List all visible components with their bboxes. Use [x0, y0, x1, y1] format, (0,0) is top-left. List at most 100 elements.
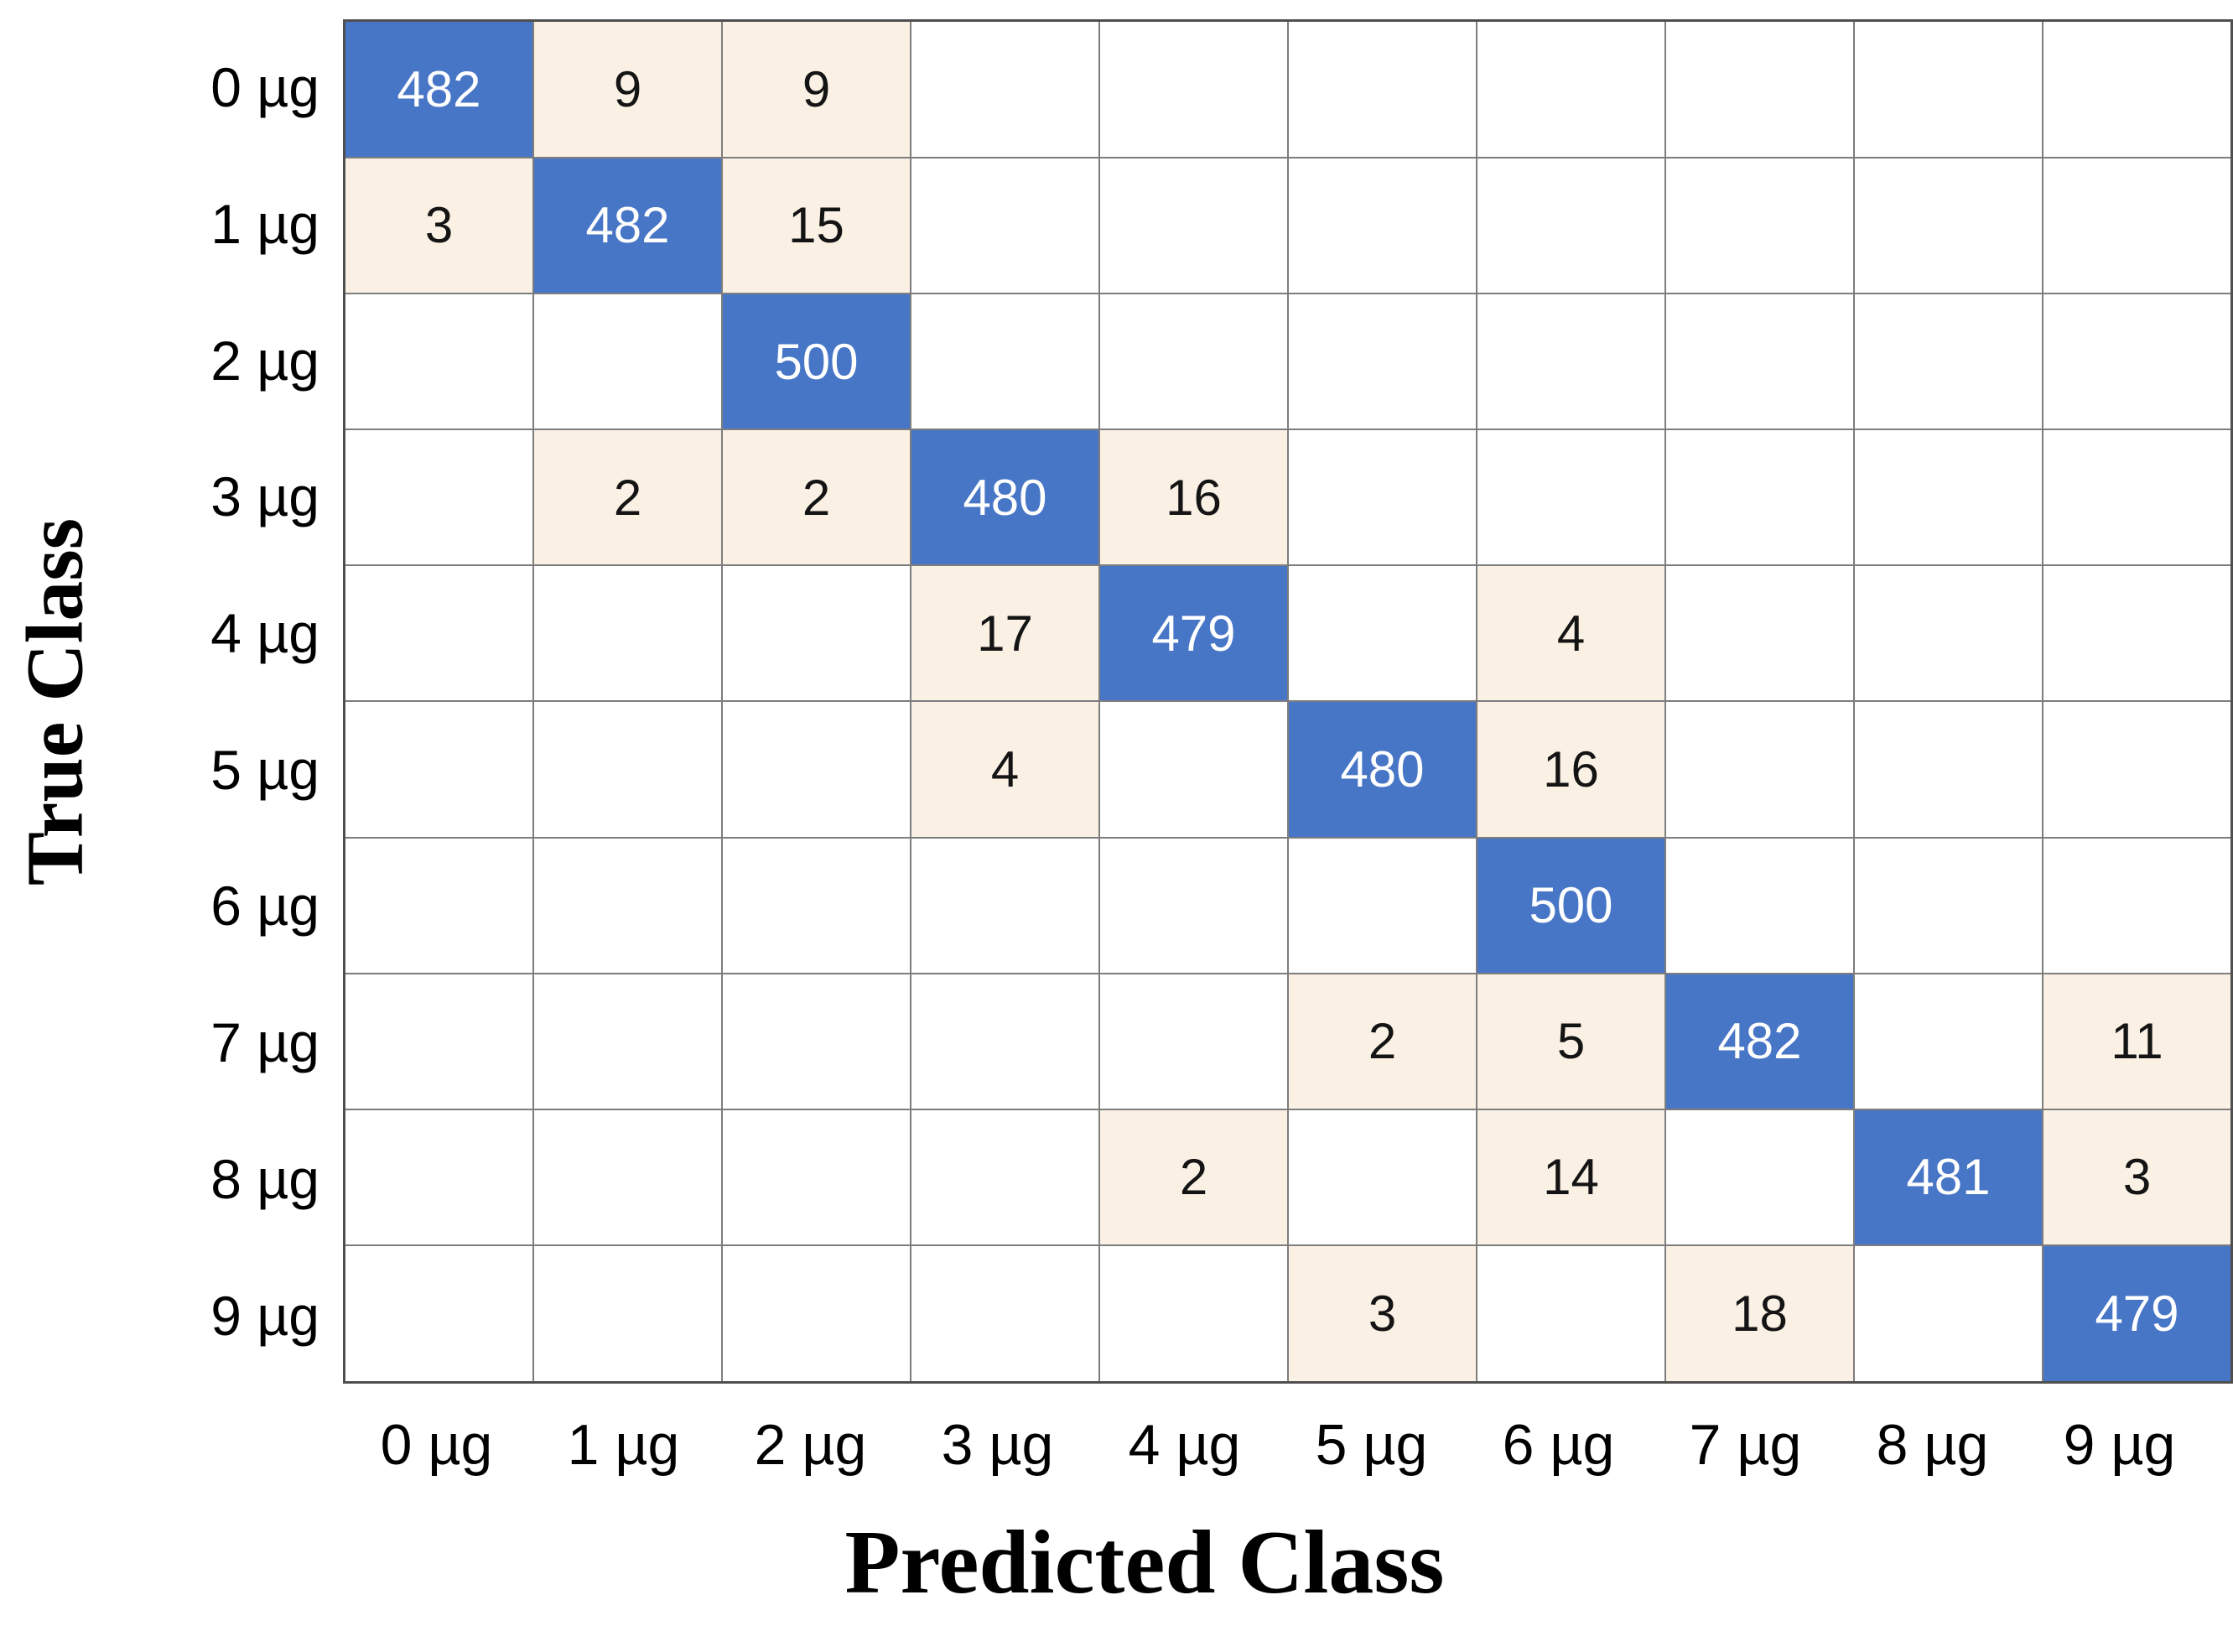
matrix-cell	[532, 292, 723, 431]
matrix-cell	[1664, 19, 1855, 158]
matrix-cell	[1098, 19, 1289, 158]
matrix-cell: 9	[721, 19, 911, 158]
matrix-cell	[1098, 156, 1289, 294]
matrix-cell	[1287, 429, 1477, 567]
matrix-cell	[721, 564, 911, 703]
matrix-cell	[1476, 292, 1666, 431]
x-axis-tick-labels: 0 µg 1 µg 2 µg 3 µg 4 µg 5 µg 6 µg 7 µg 8 µg 9 µg	[343, 1412, 2213, 1478]
matrix-cell: 481	[1853, 1108, 2043, 1247]
matrix-cell	[910, 836, 1100, 974]
matrix-cell	[1098, 972, 1289, 1110]
y-axis-title: True Class	[9, 517, 100, 886]
matrix-cell	[1853, 700, 2043, 839]
matrix-cell	[343, 700, 534, 839]
matrix-row: 2 14 481 3	[343, 1108, 2233, 1247]
matrix-cell: 2	[721, 429, 911, 567]
matrix-cell: 14	[1476, 1108, 1666, 1247]
col-label: 2 µg	[754, 1413, 867, 1477]
col-label: 8 µg	[1876, 1413, 1989, 1477]
matrix-cell	[2042, 19, 2233, 158]
x-axis-title: Predicted Class	[844, 1513, 1445, 1613]
matrix-cell	[1287, 19, 1477, 158]
matrix-cell	[1098, 700, 1289, 839]
confusion-matrix-table: 482 9 9 3 482 15 500 2 2 480 16 17 479 4 4 480 16 500 2 5 48…	[343, 19, 2233, 1384]
matrix-cell	[1664, 156, 1855, 294]
matrix-cell	[2042, 292, 2233, 431]
matrix-cell: 16	[1098, 429, 1289, 567]
row-label: 3 µg	[210, 465, 319, 528]
matrix-cell	[1476, 156, 1666, 294]
y-axis-tick-labels: 0 µg 1 µg 2 µg 3 µg 4 µg 5 µg 6 µg 7 µg 8 µg 9 µg	[109, 19, 343, 1384]
matrix-cell: 2	[1098, 1108, 1289, 1247]
matrix-cell	[1853, 292, 2043, 431]
row-label: 7 µg	[210, 1011, 319, 1074]
matrix-cell	[721, 836, 911, 974]
matrix-cell	[532, 972, 723, 1110]
matrix-row: 500	[343, 292, 2233, 431]
matrix-cell	[1476, 1244, 1666, 1384]
matrix-cell: 482	[532, 156, 723, 294]
matrix-cell: 5	[1476, 972, 1666, 1110]
matrix-cell	[1664, 836, 1855, 974]
matrix-cell	[2042, 700, 2233, 839]
matrix-cell	[343, 1108, 534, 1247]
row-label: 9 µg	[210, 1284, 319, 1347]
row-label: 8 µg	[210, 1147, 319, 1210]
matrix-cell: 480	[1287, 700, 1477, 839]
col-label: 5 µg	[1315, 1413, 1428, 1477]
matrix-cell	[343, 836, 534, 974]
matrix-cell: 3	[1287, 1244, 1477, 1384]
matrix-row: 2 2 480 16	[343, 429, 2233, 567]
matrix-cell	[721, 972, 911, 1110]
matrix-cell	[1287, 156, 1477, 294]
matrix-cell: 479	[2042, 1244, 2233, 1384]
row-label: 2 µg	[210, 329, 319, 392]
matrix-cell	[721, 1108, 911, 1247]
matrix-cell	[2042, 429, 2233, 567]
matrix-cell	[2042, 564, 2233, 703]
matrix-row: 500	[343, 836, 2233, 974]
matrix-cell	[532, 1108, 723, 1247]
matrix-cell	[910, 156, 1100, 294]
matrix-cell: 482	[1664, 972, 1855, 1110]
matrix-row: 482 9 9	[343, 19, 2233, 158]
matrix-cell	[343, 1244, 534, 1384]
col-label: 3 µg	[941, 1413, 1054, 1477]
matrix-cell	[1853, 156, 2043, 294]
matrix-cell	[343, 429, 534, 567]
matrix-cell	[1853, 972, 2043, 1110]
matrix-cell	[2042, 156, 2233, 294]
col-label: 0 µg	[380, 1413, 493, 1477]
row-label: 4 µg	[210, 602, 319, 665]
matrix-cell: 479	[1098, 564, 1289, 703]
matrix-cell	[1853, 1244, 2043, 1384]
row-label: 6 µg	[210, 875, 319, 938]
matrix-row: 3 18 479	[343, 1244, 2233, 1384]
matrix-cell	[721, 700, 911, 839]
matrix-cell: 480	[910, 429, 1100, 567]
col-label: 9 µg	[2063, 1413, 2176, 1477]
matrix-cell: 9	[532, 19, 723, 158]
matrix-cell	[721, 1244, 911, 1384]
matrix-cell	[2042, 836, 2233, 974]
matrix-cell	[1664, 700, 1855, 839]
matrix-cell	[1287, 1108, 1477, 1247]
matrix-cell: 16	[1476, 700, 1666, 839]
matrix-cell: 2	[532, 429, 723, 567]
matrix-row: 2 5 482 11	[343, 972, 2233, 1110]
matrix-cell	[910, 292, 1100, 431]
matrix-row: 17 479 4	[343, 564, 2233, 703]
matrix-cell: 500	[721, 292, 911, 431]
matrix-cell	[1287, 836, 1477, 974]
matrix-cell	[1853, 564, 2043, 703]
matrix-cell: 4	[910, 700, 1100, 839]
matrix-cell	[1664, 292, 1855, 431]
matrix-cell: 4	[1476, 564, 1666, 703]
matrix-cell: 11	[2042, 972, 2233, 1110]
matrix-cell	[1287, 564, 1477, 703]
matrix-cell	[1664, 564, 1855, 703]
matrix-cell	[1098, 1244, 1289, 1384]
matrix-cell: 3	[343, 156, 534, 294]
matrix-cell: 15	[721, 156, 911, 294]
matrix-cell	[1098, 292, 1289, 431]
